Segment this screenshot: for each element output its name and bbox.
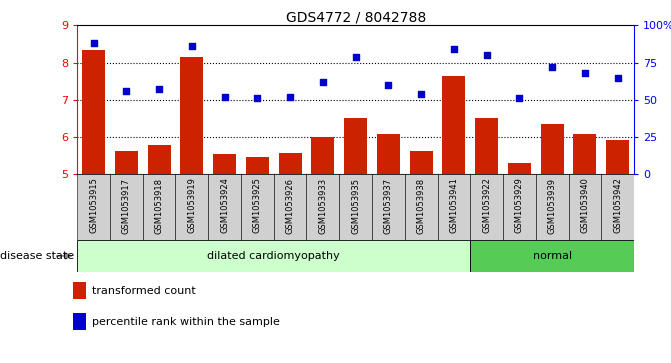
Point [154, 86, 164, 92]
Bar [246, 158, 269, 174]
Text: dilated cardiomyopathy: dilated cardiomyopathy [207, 251, 340, 261]
Bar [278, 154, 301, 174]
Bar [73, 282, 86, 299]
Point [416, 91, 427, 97]
Text: disease state: disease state [0, 251, 74, 261]
Point [580, 70, 590, 76]
Text: GSM1053929: GSM1053929 [515, 178, 524, 233]
Point [285, 94, 295, 100]
Bar [148, 145, 170, 174]
Bar [110, 174, 143, 240]
Bar [470, 240, 634, 272]
Bar [340, 174, 372, 240]
Point [448, 46, 459, 52]
Text: GSM1053915: GSM1053915 [89, 178, 98, 233]
Text: GSM1053922: GSM1053922 [482, 178, 491, 233]
Bar [503, 174, 536, 240]
Bar [77, 174, 110, 240]
Point [514, 95, 525, 101]
Point [383, 82, 394, 88]
Bar [307, 174, 340, 240]
Bar [437, 174, 470, 240]
Text: GSM1053939: GSM1053939 [548, 178, 557, 233]
Point [88, 40, 99, 46]
Bar [241, 174, 274, 240]
Bar [82, 50, 105, 174]
Text: GSM1053919: GSM1053919 [187, 178, 197, 233]
Text: GSM1053918: GSM1053918 [154, 178, 164, 233]
Text: percentile rank within the sample: percentile rank within the sample [92, 317, 280, 327]
Text: GSM1053933: GSM1053933 [318, 178, 327, 234]
Point [350, 54, 361, 60]
Text: GSM1053940: GSM1053940 [580, 178, 589, 233]
Bar [180, 57, 203, 174]
Point [187, 43, 197, 49]
Point [547, 64, 558, 70]
Point [481, 52, 492, 58]
Bar [73, 313, 86, 330]
Bar [372, 174, 405, 240]
Point [317, 79, 328, 85]
Bar [475, 118, 498, 174]
Bar [344, 118, 367, 174]
Bar [405, 174, 437, 240]
Bar [213, 154, 236, 174]
Bar [143, 174, 175, 240]
Text: GSM1053926: GSM1053926 [286, 178, 295, 233]
Bar [574, 134, 597, 174]
Text: GSM1053942: GSM1053942 [613, 178, 622, 233]
Bar [568, 174, 601, 240]
Bar [442, 76, 466, 174]
Bar [115, 151, 138, 174]
Text: GSM1053925: GSM1053925 [253, 178, 262, 233]
Bar [175, 174, 208, 240]
Text: GSM1053941: GSM1053941 [450, 178, 458, 233]
Bar [410, 151, 433, 174]
Bar [536, 174, 568, 240]
Bar [311, 137, 334, 174]
Bar [208, 174, 241, 240]
Bar [470, 174, 503, 240]
Text: GDS4772 / 8042788: GDS4772 / 8042788 [285, 11, 426, 25]
Bar [541, 124, 564, 174]
Bar [274, 174, 307, 240]
Bar [601, 174, 634, 240]
Text: transformed count: transformed count [92, 286, 196, 296]
Text: GSM1053924: GSM1053924 [220, 178, 229, 233]
Text: GSM1053917: GSM1053917 [122, 178, 131, 233]
Bar [77, 240, 470, 272]
Point [252, 95, 263, 101]
Text: normal: normal [533, 251, 572, 261]
Text: GSM1053935: GSM1053935 [351, 178, 360, 233]
Point [121, 88, 132, 94]
Bar [377, 134, 400, 174]
Bar [508, 163, 531, 174]
Bar [606, 140, 629, 174]
Point [613, 74, 623, 80]
Point [219, 94, 230, 100]
Text: GSM1053938: GSM1053938 [417, 178, 425, 234]
Text: GSM1053937: GSM1053937 [384, 178, 393, 234]
